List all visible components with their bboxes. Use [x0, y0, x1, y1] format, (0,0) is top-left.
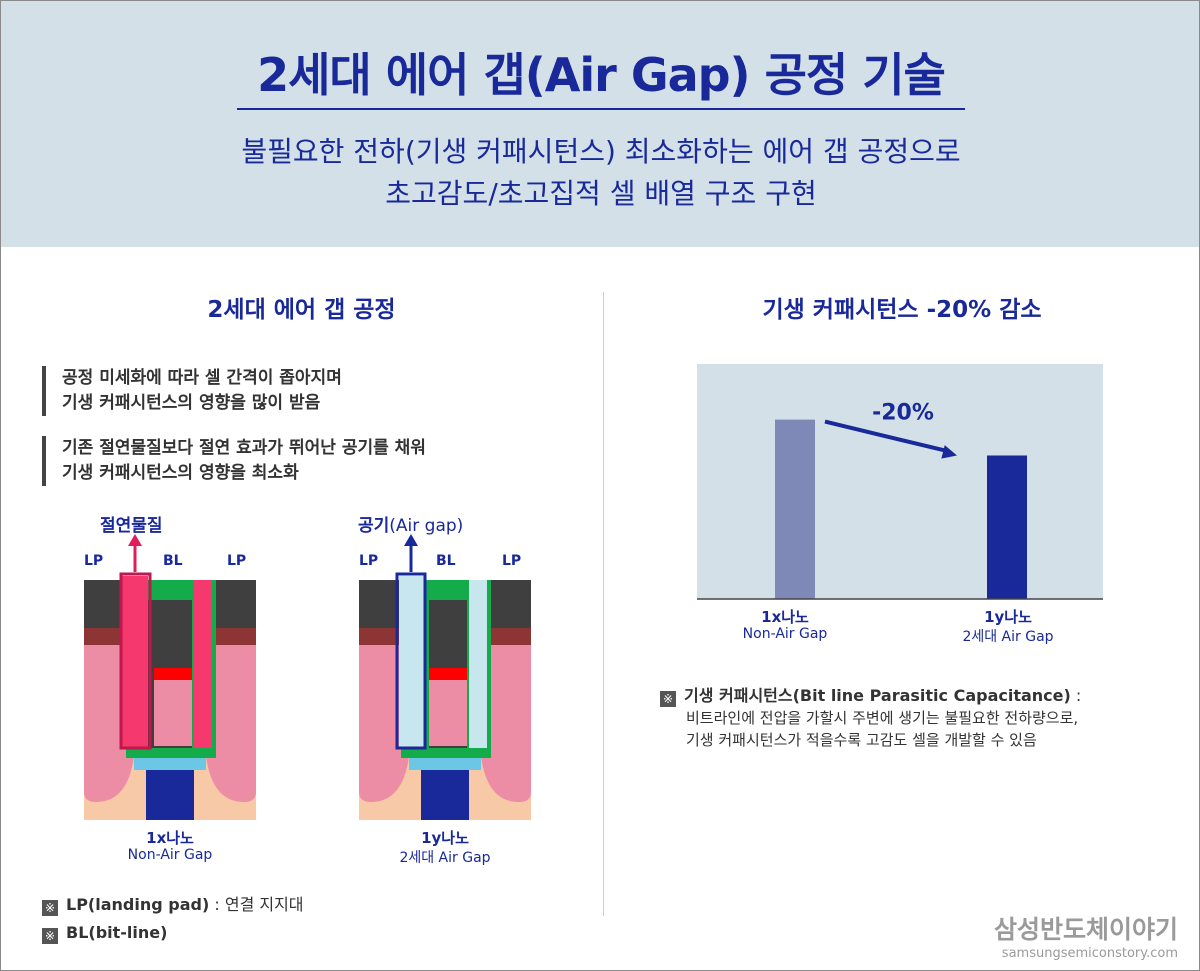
- chart-category-2-sublabel: 2세대 Air Gap: [962, 629, 1054, 645]
- note-lp: ※ LP(landing pad) : 연결 지지대: [42, 894, 304, 916]
- subtitle-line-1: 불필요한 전하(기생 커패시턴스) 최소화하는 에어 갭 공정으로: [241, 135, 961, 168]
- bullet-2-line-1: 기존 절연물질보다 절연 효과가 뛰어난 공기를 채워: [62, 438, 426, 458]
- note-lp-term: LP(landing pad): [66, 895, 210, 914]
- reference-mark-icon: ※: [42, 900, 58, 916]
- diagram1-bl-label: BL: [163, 553, 183, 569]
- diagram1-lp-left-label: LP: [84, 553, 104, 569]
- right-section-title: 기생 커패시턴스 -20% 감소: [762, 297, 1042, 323]
- capacitance-note: ※ 기생 커패시턴스(Bit line Parasitic Capacitance…: [660, 685, 1180, 751]
- bullet-1-line-2: 기생 커패시턴스의 영향을 많이 받음: [62, 393, 321, 413]
- brand-watermark: 삼성반도체이야기 samsungsemiconstory.com: [994, 910, 1178, 961]
- bullet-1-line-1: 공정 미세화에 따라 셀 간격이 좁아지며: [62, 368, 342, 388]
- note-bl: ※ BL(bit-line): [42, 922, 167, 944]
- reference-mark-icon: ※: [42, 928, 58, 944]
- chart-category-2: 1y나노: [984, 608, 1032, 626]
- decrease-annotation: -20%: [872, 401, 934, 426]
- bar-1: [775, 419, 815, 599]
- airgap-label-rest: (Air gap): [389, 516, 464, 536]
- diagram-non-air-gap: [84, 534, 256, 820]
- bullet-2-line-2: 기생 커패시턴스의 영향을 최소화: [62, 463, 299, 483]
- bar-2: [987, 455, 1027, 599]
- title-underline: [237, 108, 965, 110]
- insulator-label: 절연물질: [100, 516, 163, 536]
- airgap-label: 공기(Air gap): [358, 511, 463, 536]
- decrease-arrow-line: [824, 419, 950, 454]
- diagram2-caption-bold: 1y나노: [421, 829, 469, 847]
- note-lp-desc: : 연결 지지대: [209, 895, 304, 914]
- subtitle-line-2: 초고감도/초고집적 셀 배열 구조 구현: [385, 177, 817, 210]
- brand-name: 삼성반도체이야기: [993, 915, 1178, 944]
- brand-url: samsungsemiconstory.com: [1001, 946, 1178, 961]
- diagram1-caption: Non-Air Gap: [127, 847, 213, 863]
- diagram1-caption-bold: 1x나노: [146, 829, 194, 847]
- chart-category-1-sublabel: Non-Air Gap: [742, 626, 828, 642]
- reference-mark-icon: ※: [660, 691, 676, 707]
- section-divider: [603, 292, 604, 916]
- diagram1-lp-right-label: LP: [227, 553, 247, 569]
- page-title: 2세대 에어 갭(Air Gap) 공정 기술: [257, 48, 946, 102]
- chart-plot-area: [697, 364, 1103, 599]
- page-subtitle: 불필요한 전하(기생 커패시턴스) 최소화하는 에어 갭 공정으로 초고감도/초…: [1, 131, 1200, 215]
- capacitance-note-line-2: 비트라인에 전압을 가할시 주변에 생기는 불필요한 전하량으로,: [686, 709, 1079, 727]
- chart-category-1: 1x나노: [761, 608, 809, 626]
- capacitance-bar-chart: -20%: [697, 401, 1103, 600]
- capacitance-note-line-3: 기생 커패시턴스가 적을수록 고감도 셀을 개발할 수 있음: [686, 731, 1037, 749]
- header-banner: 2세대 에어 갭(Air Gap) 공정 기술 불필요한 전하(기생 커패시턴스…: [1, 1, 1199, 247]
- diagram-air-gap: [359, 534, 531, 820]
- capacitance-note-term: 기생 커패시턴스(Bit line Parasitic Capacitance): [684, 686, 1071, 705]
- note-bl-term: BL(bit-line): [66, 923, 168, 942]
- diagram2-caption: 2세대 Air Gap: [399, 850, 491, 866]
- bullet-2: 기존 절연물질보다 절연 효과가 뛰어난 공기를 채워 기생 커패시턴스의 영향…: [42, 436, 426, 486]
- bullet-1: 공정 미세화에 따라 셀 간격이 좁아지며 기생 커패시턴스의 영향을 많이 받…: [42, 366, 342, 416]
- diagram2-lp-left-label: LP: [359, 553, 379, 569]
- left-section-title: 2세대 에어 갭 공정: [207, 297, 396, 323]
- decrease-arrow-head-icon: [941, 445, 957, 459]
- diagram2-lp-right-label: LP: [502, 553, 522, 569]
- diagram2-bl-label: BL: [436, 553, 456, 569]
- capacitance-note-colon: :: [1070, 686, 1082, 705]
- airgap-label-bold: 공기: [358, 516, 390, 536]
